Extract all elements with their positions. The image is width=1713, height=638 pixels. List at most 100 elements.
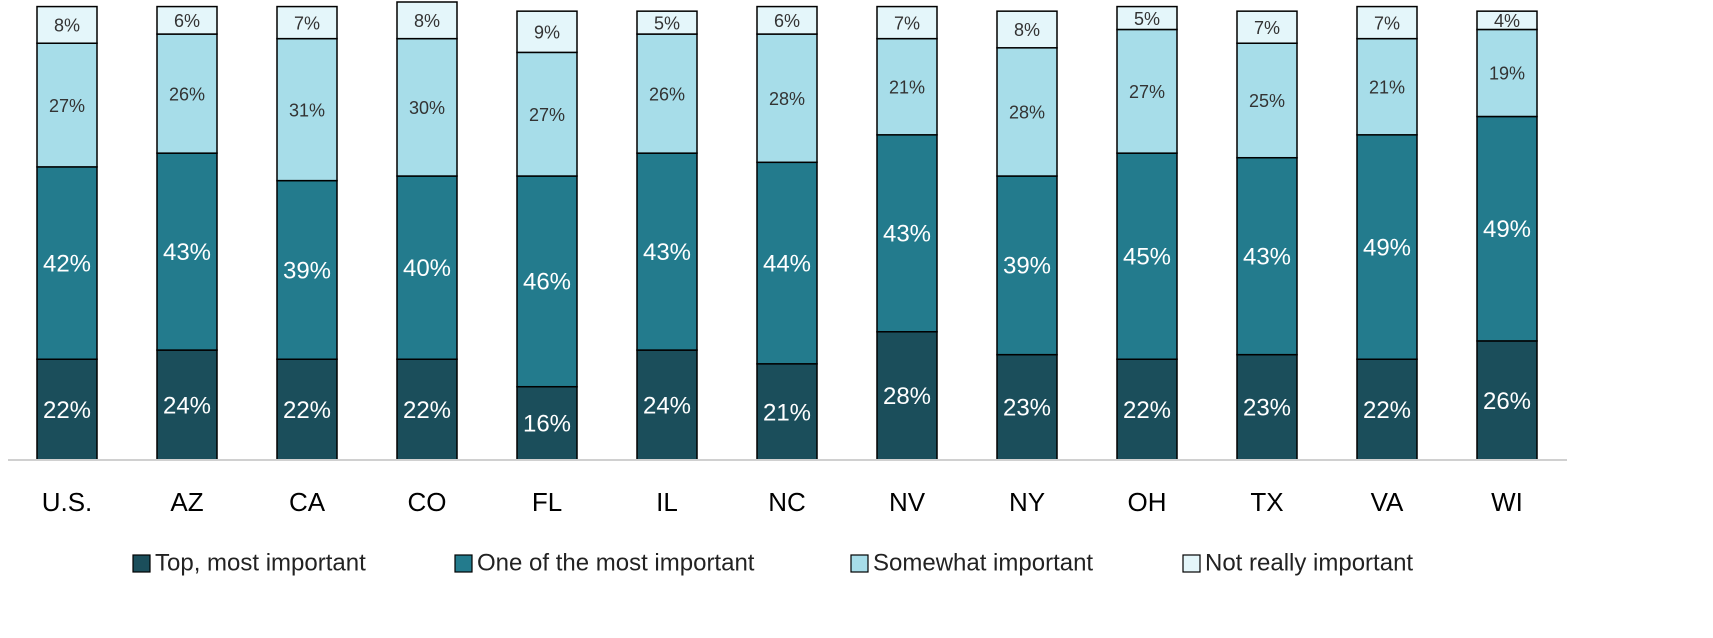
bar-segment [636, 33, 698, 154]
data-label: 5% [1134, 9, 1160, 29]
bar-segment [1476, 10, 1538, 31]
bar-segment [876, 331, 938, 461]
data-label: 28% [769, 89, 805, 109]
x-tick-label: NC [768, 487, 806, 517]
legend-label: Not really important [1205, 549, 1413, 576]
bar-segment [1236, 42, 1298, 159]
data-label: 24% [643, 392, 691, 419]
data-label: 27% [1129, 82, 1165, 102]
data-label: 30% [409, 98, 445, 118]
data-label: 46% [523, 269, 571, 296]
x-tick-label: CO [408, 487, 447, 517]
legend-label: Somewhat important [873, 549, 1093, 576]
data-label: 21% [1369, 77, 1405, 97]
data-label: 39% [283, 257, 331, 284]
legend-swatch [132, 554, 151, 573]
data-label: 19% [1489, 64, 1525, 84]
data-label: 22% [403, 397, 451, 424]
data-label: 26% [649, 84, 685, 104]
data-label: 8% [414, 11, 440, 31]
legend-swatch [454, 554, 473, 573]
data-label: 31% [289, 100, 325, 120]
data-label: 22% [43, 397, 91, 424]
data-label: 22% [1123, 397, 1171, 424]
bar-segment [1356, 5, 1418, 40]
bar-segment [36, 358, 98, 461]
bar-segment [996, 47, 1058, 177]
bar-segment [156, 5, 218, 35]
data-label: 21% [889, 77, 925, 97]
x-tick-label: U.S. [42, 487, 93, 517]
bar-segment [396, 1, 458, 40]
x-tick-label: FL [532, 487, 562, 517]
data-label: 21% [763, 399, 811, 426]
x-tick-label: OH [1128, 487, 1167, 517]
data-label: 27% [49, 96, 85, 116]
data-label: 22% [283, 397, 331, 424]
legend-label: Top, most important [155, 549, 366, 576]
bar-segment [1236, 353, 1298, 461]
legend-label: One of the most important [477, 549, 755, 576]
data-label: 49% [1483, 216, 1531, 243]
bar-segment [1356, 358, 1418, 461]
bar-segment [996, 353, 1058, 461]
data-label: 40% [403, 255, 451, 282]
data-label: 23% [1003, 395, 1051, 422]
bar-segment [996, 10, 1058, 49]
bar-segment [1236, 10, 1298, 44]
data-label: 7% [294, 13, 320, 33]
bar-segment [516, 51, 578, 177]
data-label: 5% [654, 13, 680, 33]
x-tick-label: CA [289, 487, 326, 517]
data-label: 39% [1003, 253, 1051, 280]
data-label: 9% [534, 23, 560, 43]
x-tick-label: NY [1009, 487, 1045, 517]
bar-segment [36, 5, 98, 44]
data-label: 8% [1014, 20, 1040, 40]
x-tick-label: NV [889, 487, 926, 517]
bar-segment [276, 179, 338, 360]
legend-swatch [1182, 554, 1201, 573]
bar-segment [1116, 152, 1178, 360]
data-label: 42% [43, 250, 91, 277]
bar-segment [276, 5, 338, 40]
bar-segment [1116, 28, 1178, 154]
bar-segment [36, 166, 98, 360]
bar-segment [996, 175, 1058, 356]
bar-segment [516, 10, 578, 54]
data-label: 22% [1363, 397, 1411, 424]
bar-segment [276, 37, 338, 182]
data-label: 4% [1494, 11, 1520, 31]
bar-segment [516, 175, 578, 388]
data-label: 45% [1123, 244, 1171, 271]
data-label: 23% [1243, 395, 1291, 422]
data-label: 8% [54, 16, 80, 36]
bar-segment [756, 5, 818, 35]
x-tick-label: WI [1491, 487, 1523, 517]
data-label: 24% [163, 392, 211, 419]
bar-segment [876, 134, 938, 333]
data-label: 43% [1243, 244, 1291, 271]
bar-segment [636, 349, 698, 461]
bar-segment [1116, 5, 1178, 31]
bar-segment [756, 363, 818, 461]
data-label: 49% [1363, 234, 1411, 261]
data-label: 43% [643, 239, 691, 266]
data-label: 6% [174, 11, 200, 31]
bar-segment [1476, 340, 1538, 461]
bar-segment [876, 5, 938, 40]
bar-segment [636, 10, 698, 35]
bar-segment [756, 33, 818, 164]
data-label: 28% [883, 383, 931, 410]
bar-segment [156, 33, 218, 154]
data-label: 27% [529, 105, 565, 125]
data-label: 7% [1374, 13, 1400, 33]
data-label: 7% [1254, 18, 1280, 38]
data-label: 44% [763, 250, 811, 277]
bar-segment [1356, 134, 1418, 360]
legend-swatch [850, 554, 869, 573]
bar-segment [1356, 37, 1418, 136]
bar-segment [516, 385, 578, 461]
data-label: 7% [894, 13, 920, 33]
